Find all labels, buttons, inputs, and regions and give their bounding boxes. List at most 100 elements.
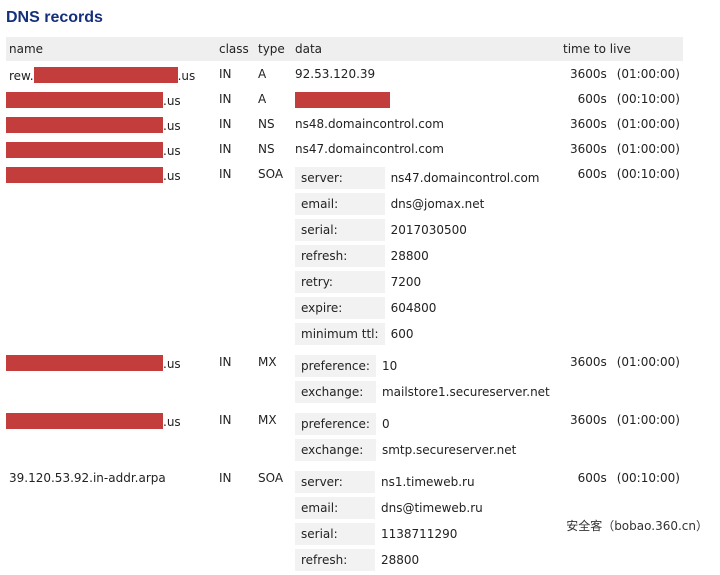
- ttl-seconds: 600s: [577, 471, 607, 485]
- record-data-value: ns48.domaincontrol.com: [295, 117, 444, 131]
- record-data: preference: 0 exchange: smtp.secureserver.n…: [292, 407, 560, 465]
- record-name: .us: [6, 349, 216, 407]
- field-key: preference:: [295, 355, 376, 377]
- field-row: server: ns47.domaincontrol.com: [295, 167, 546, 189]
- field-value: 600: [384, 323, 546, 345]
- field-value: ns1.timeweb.ru: [375, 471, 489, 493]
- field-key: refresh:: [295, 549, 375, 571]
- record-ttl: 600s (00:10:00): [560, 161, 683, 349]
- ttl-hms: (00:10:00): [616, 92, 680, 106]
- record-ttl: 600s (00:10:00): [560, 86, 683, 111]
- field-row: preference: 0: [295, 413, 523, 435]
- record-name-suffix: .us: [177, 69, 196, 83]
- record-name-suffix: .us: [163, 357, 181, 371]
- field-value: 10: [375, 355, 556, 377]
- ttl-hms: (01:00:00): [616, 355, 680, 369]
- field-key: email:: [295, 193, 385, 215]
- field-key: email:: [295, 497, 375, 519]
- record-data: ns48.domaincontrol.com: [292, 111, 560, 136]
- record-data-value: 92.53.120.39: [295, 67, 376, 81]
- record-data-fields: preference: 10 exchange: mailstore1.secures…: [295, 351, 556, 407]
- column-header-type: type: [255, 37, 292, 61]
- field-row: retry: 7200: [295, 271, 546, 293]
- ttl-hms: (01:00:00): [616, 117, 680, 131]
- table-row: .us IN NS ns47.domaincontrol.com 3600s (01:00…: [6, 136, 683, 161]
- record-type: MX: [258, 413, 277, 427]
- field-key: exchange:: [295, 439, 376, 461]
- record-type: SOA: [258, 471, 284, 485]
- field-key: server:: [295, 167, 385, 189]
- dns-records-table: name class type data time to live rew. .u…: [6, 37, 683, 575]
- field-row: minimum ttl: 600: [295, 323, 546, 345]
- table-row: .us IN MX preference: 10 exchange: mailstore1.…: [6, 349, 683, 407]
- record-ttl: 3600s (01:00:00): [560, 136, 683, 161]
- record-name-suffix: .us: [163, 144, 181, 158]
- ttl-seconds: 600s: [577, 92, 607, 106]
- record-data-fields: preference: 0 exchange: smtp.secureserver.n…: [295, 409, 523, 465]
- record-data: preference: 10 exchange: mailstore1.secures…: [292, 349, 560, 407]
- field-key: exchange:: [295, 381, 376, 403]
- field-row: exchange: mailstore1.secureserver.net: [295, 381, 556, 403]
- field-row: expire: 604800: [295, 297, 546, 319]
- redacted-block: [33, 67, 178, 83]
- record-data-value: ns47.domaincontrol.com: [295, 142, 444, 156]
- page-title: DNS records: [6, 9, 103, 26]
- field-row: server: ns1.timeweb.ru: [295, 471, 489, 493]
- field-key: minimum ttl:: [295, 323, 385, 345]
- record-type: MX: [258, 355, 277, 369]
- column-header-data: data: [292, 37, 560, 61]
- field-row: refresh: 28800: [295, 245, 546, 267]
- field-key: serial:: [295, 523, 375, 545]
- record-ttl: 3600s (01:00:00): [560, 349, 683, 407]
- ttl-seconds: 3600s: [569, 355, 607, 369]
- ttl-hms: (00:10:00): [616, 167, 680, 181]
- field-key: expire:: [295, 297, 385, 319]
- field-value: 604800: [384, 297, 546, 319]
- record-name-prefix: rew.: [9, 69, 34, 83]
- record-name-suffix: .us: [163, 119, 181, 133]
- field-value: 0: [375, 413, 523, 435]
- record-type: NS: [258, 117, 275, 131]
- record-data-fields: server: ns1.timeweb.ru email: dns@timeweb.r…: [295, 467, 489, 575]
- field-row: preference: 10: [295, 355, 556, 377]
- record-name: .us: [6, 407, 216, 465]
- record-data: server: ns1.timeweb.ru email: dns@timeweb.r…: [292, 465, 560, 575]
- field-row: serial: 2017030500: [295, 219, 546, 241]
- table-row: .us IN SOA server: ns47.domaincontrol.com ema…: [6, 161, 683, 349]
- record-data: server: ns47.domaincontrol.com email: dns@j…: [292, 161, 560, 349]
- record-class: IN: [219, 117, 232, 131]
- record-type: NS: [258, 142, 275, 156]
- record-name: .us: [6, 136, 216, 161]
- record-data: 92.53.120.39: [292, 61, 560, 86]
- field-key: preference:: [295, 413, 376, 435]
- ttl-seconds: 3600s: [569, 117, 607, 131]
- record-name: .us: [6, 111, 216, 136]
- field-value: 28800: [375, 549, 489, 571]
- table-row: .us IN MX preference: 0 exchange: smtp.secures…: [6, 407, 683, 465]
- record-data: [292, 86, 560, 111]
- redacted-block: [6, 117, 163, 133]
- record-type: A: [258, 67, 267, 81]
- record-class: IN: [219, 413, 232, 427]
- field-value: mailstore1.secureserver.net: [375, 381, 556, 403]
- record-ttl: 3600s (01:00:00): [560, 111, 683, 136]
- record-class: IN: [219, 67, 232, 81]
- field-row: email: dns@jomax.net: [295, 193, 546, 215]
- ttl-seconds: 3600s: [569, 67, 607, 81]
- ttl-hms: (01:00:00): [616, 413, 680, 427]
- table-row: .us IN NS ns48.domaincontrol.com 3600s (01:00…: [6, 111, 683, 136]
- watermark: 安全客（bobao.360.cn）: [566, 519, 708, 533]
- field-key: server:: [295, 471, 375, 493]
- record-class: IN: [219, 355, 232, 369]
- redacted-block: [295, 92, 390, 108]
- ttl-hms: (00:10:00): [616, 471, 680, 485]
- record-name-suffix: .us: [163, 94, 181, 108]
- redacted-block: [6, 413, 163, 429]
- column-header-class: class: [216, 37, 255, 61]
- record-data: ns47.domaincontrol.com: [292, 136, 560, 161]
- record-name: 39.120.53.92.in-addr.arpa: [6, 465, 216, 575]
- field-key: refresh:: [295, 245, 385, 267]
- field-value: dns@jomax.net: [384, 193, 546, 215]
- redacted-block: [6, 355, 163, 371]
- field-value: 7200: [384, 271, 546, 293]
